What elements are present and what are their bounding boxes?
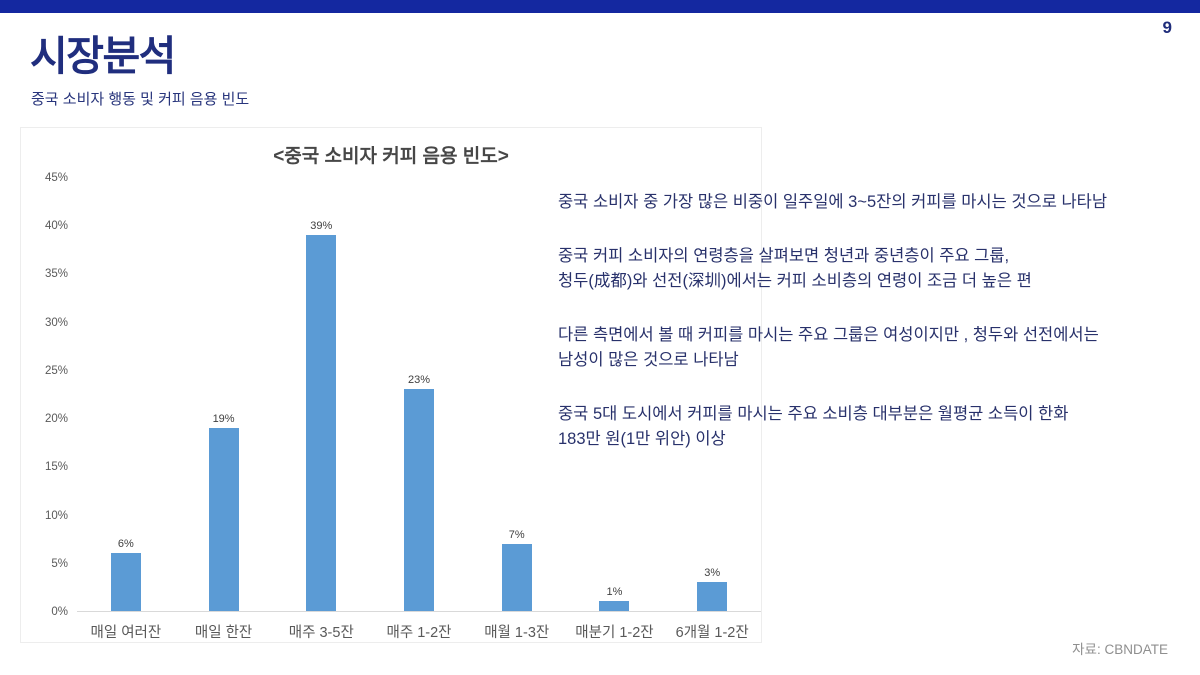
y-axis-tick: 25% xyxy=(44,364,68,377)
y-axis-tick: 0% xyxy=(51,606,68,618)
bar xyxy=(208,427,239,611)
bar-column: 23% xyxy=(370,178,468,611)
bar xyxy=(501,543,532,611)
x-axis-label: 매일 한잔 xyxy=(194,625,253,641)
page-subtitle: 중국 소비자 행동 및 커피 음용 빈도 xyxy=(31,91,250,108)
y-axis-tick: 40% xyxy=(44,220,68,233)
chart-plot-area: 0% 5% 10% 15% 20% 25% 30% 35% 40% 45% 6% 19% 39% 23%… xyxy=(21,172,761,642)
insight-paragraph: 다른 측면에서 볼 때 커피를 마시는 주요 그룹은 여성이지만 , 청두와 선… xyxy=(558,326,1099,370)
bar-data-label: 19% xyxy=(212,412,235,425)
y-axis-tick: 35% xyxy=(44,268,68,281)
insight-paragraph: 중국 커피 소비자의 연령층을 살펴보면 청년과 중년층이 주요 그룹, 청두(… xyxy=(558,247,1032,291)
page-number: 9 xyxy=(1162,18,1172,37)
x-axis-label: 매분기 1-2잔 xyxy=(575,625,654,641)
bar xyxy=(599,601,630,611)
bar-data-label: 39% xyxy=(310,219,333,232)
bar-data-label: 23% xyxy=(408,374,431,387)
x-axis-label: 6개월 1-2잔 xyxy=(675,625,749,641)
bar xyxy=(697,582,728,611)
x-axis-label: 매주 3-5잔 xyxy=(288,625,354,641)
y-axis-tick: 30% xyxy=(44,316,68,329)
bar-data-label: 1% xyxy=(606,586,623,599)
insight-text-block: 중국 소비자 중 가장 많은 비중이 일주일에 3~5잔의 커피를 마시는 것으… xyxy=(558,190,1200,453)
bar xyxy=(110,553,141,611)
insight-paragraph: 중국 5대 도시에서 커피를 마시는 주요 소비층 대부분은 월평균 소득이 한… xyxy=(558,405,1069,449)
bar-column: 1% xyxy=(566,178,664,611)
insight-paragraph: 중국 소비자 중 가장 많은 비중이 일주일에 3~5잔의 커피를 마시는 것으… xyxy=(558,193,1107,211)
y-axis-tick: 10% xyxy=(44,509,68,522)
x-axis-label: 매일 여러잔 xyxy=(90,625,162,641)
bar-column: 3% xyxy=(663,178,761,611)
plot: 6% 19% 39% 23% 7% 1% 3% 매일 여러잔 매일 한잔 매주 3-5잔 매주 1… xyxy=(77,178,761,642)
y-axis: 0% 5% 10% 15% 20% 25% 30% 35% 40% 45% xyxy=(25,172,77,618)
y-axis-tick: 20% xyxy=(44,413,68,426)
bar-column: 7% xyxy=(468,178,566,611)
page-title: 시장분석 xyxy=(30,33,176,79)
x-axis-label: 매주 1-2잔 xyxy=(386,625,452,641)
bar-data-label: 6% xyxy=(117,538,134,551)
chart-title: <중국 소비자 커피 음용 빈도> xyxy=(273,146,509,167)
bar-chart: <중국 소비자 커피 음용 빈도> 0% 5% 10% 15% 20% 25% 30% 35%… xyxy=(20,127,762,643)
source-note: 자료: CBNDATE xyxy=(1072,642,1168,657)
y-axis-tick: 5% xyxy=(51,557,68,570)
bar-column: 19% xyxy=(175,178,273,611)
bar-column: 39% xyxy=(272,178,370,611)
bar-column: 6% xyxy=(77,178,175,611)
bars-row: 6% 19% 39% 23% 7% 1% 3% xyxy=(77,178,761,612)
bar-data-label: 3% xyxy=(704,567,721,580)
y-axis-tick: 45% xyxy=(44,172,68,184)
bar xyxy=(404,389,435,611)
x-axis-label: 매월 1-3잔 xyxy=(484,625,550,641)
accent-top-bar xyxy=(0,0,1200,13)
bar-data-label: 7% xyxy=(508,528,525,541)
x-axis-labels: 매일 여러잔 매일 한잔 매주 3-5잔 매주 1-2잔 매월 1-3잔 매분기 1-2잔… xyxy=(77,612,761,642)
y-axis-tick: 15% xyxy=(44,461,68,474)
bar xyxy=(306,234,337,611)
